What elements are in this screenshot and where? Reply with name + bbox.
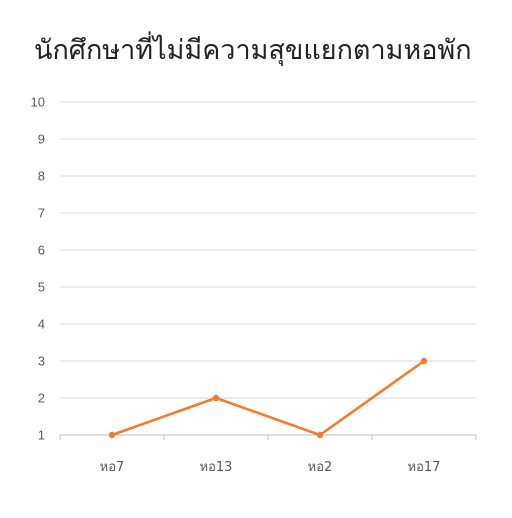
x-tick-label: หอ13 [200,460,233,475]
data-point [212,394,220,402]
y-tick-label: 5 [38,280,45,295]
y-axis-ticks: 1 2 3 4 5 6 7 8 9 10 [31,95,45,443]
x-tick-label: หอ7 [100,460,125,475]
y-tick-label: 6 [38,243,45,258]
y-tick-label: 3 [38,354,45,369]
data-point [108,431,116,439]
y-tick-label: 9 [38,132,45,147]
y-tick-label: 10 [31,95,45,110]
x-axis-ticks: หอ7 หอ13 หอ2 หอ17 [100,460,441,475]
series-layer [108,357,428,439]
gridlines [60,101,476,399]
series-line [110,359,426,437]
y-tick-label: 1 [38,428,45,443]
x-axis [59,434,477,440]
y-tick-label: 8 [38,169,45,184]
data-point [316,431,324,439]
y-tick-label: 7 [38,206,45,221]
x-tick-label: หอ2 [308,460,333,475]
y-tick-label: 2 [38,391,45,406]
chart-title: นักศึกษาที่ไม่มีความสุขแยกตามหอพัก [34,35,472,66]
data-point [420,357,428,365]
y-tick-label: 4 [38,317,45,332]
x-tick-label: หอ17 [408,460,441,475]
